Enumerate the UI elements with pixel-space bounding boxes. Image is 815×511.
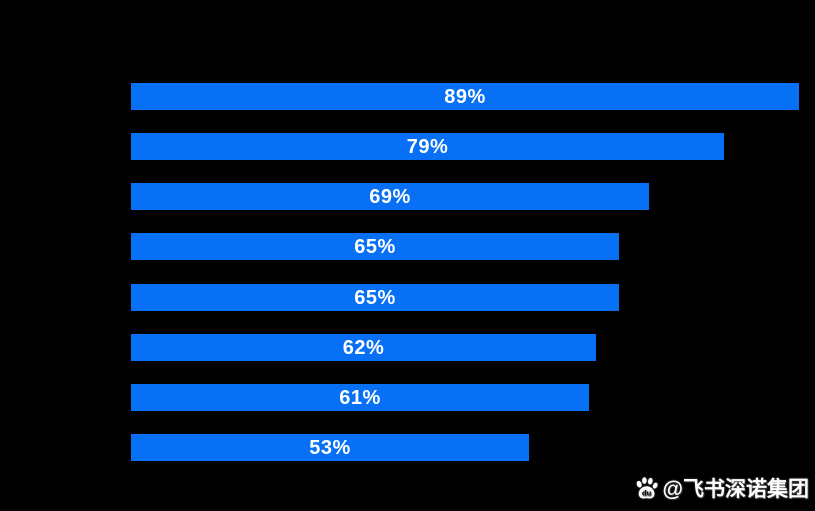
bar-row-4: 65% <box>131 233 619 260</box>
bar-row-6: 62% <box>131 334 596 361</box>
bar-row-5: 65% <box>131 284 619 311</box>
bar-value-label: 65% <box>354 235 396 258</box>
bar-row-2: 79% <box>131 133 724 160</box>
bar-value-label: 89% <box>444 85 486 108</box>
bar-row-1: 89% <box>131 83 799 110</box>
bar-value-label: 53% <box>309 436 351 459</box>
bar-value-label: 69% <box>369 185 411 208</box>
bar-value-label: 79% <box>406 135 449 158</box>
bar-row-8: 53% <box>131 434 529 461</box>
baidu-paw-icon: du <box>633 475 660 502</box>
watermark-text: @飞书深诺集团 <box>662 478 809 501</box>
svg-text:du: du <box>642 488 652 497</box>
bar-value-label: 62% <box>342 336 385 359</box>
bar-row-3: 69% <box>131 183 649 210</box>
bar-value-label: 65% <box>354 286 396 309</box>
bar-row-7: 61% <box>131 384 589 411</box>
bar-value-label: 61% <box>339 386 381 409</box>
watermark: du @飞书深诺集团 <box>633 473 809 503</box>
